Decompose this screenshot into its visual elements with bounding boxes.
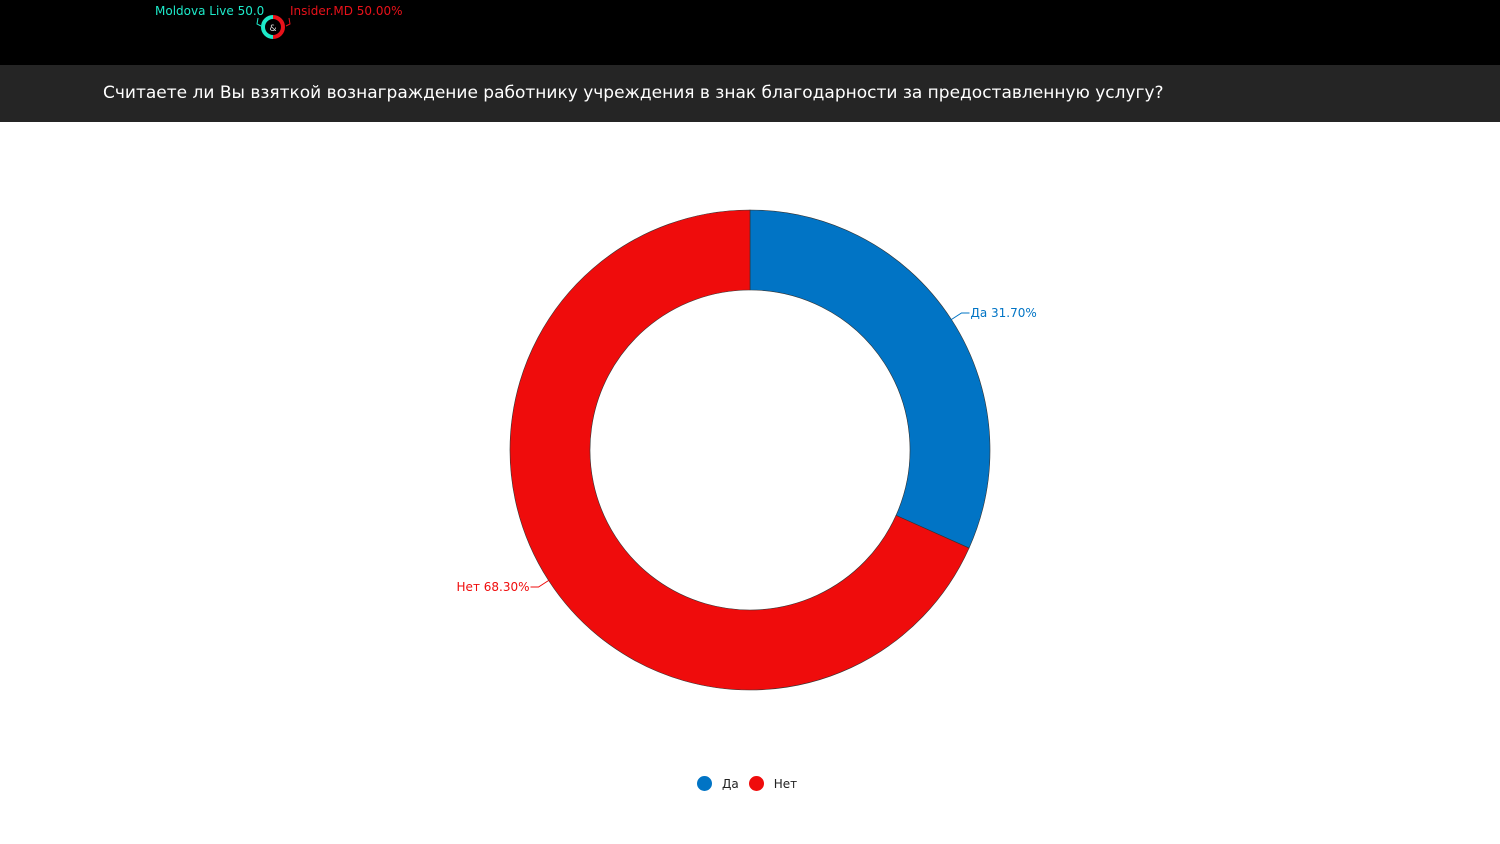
label-connector-net [530, 580, 549, 588]
slice-da[interactable] [749, 209, 991, 549]
label-connector-da [951, 312, 970, 320]
logo-left-label: Moldova Live 50.0 [155, 4, 264, 18]
donut-chart: Да 31.70% Нет 68.30% [457, 209, 1037, 691]
legend-dot-da [697, 776, 712, 791]
question-bar: Считаете ли Вы взяткой вознаграждение ра… [0, 65, 1500, 122]
legend-item-net[interactable]: Нет [748, 776, 798, 791]
logo-right-label: Insider.MD 50.00% [290, 4, 403, 18]
legend-label-net: Нет [773, 776, 798, 791]
logo-ring-right [272, 15, 285, 39]
logo[interactable]: Moldova Live 50.0 Insider.MD 50.00% & [150, 0, 410, 50]
slice-net[interactable] [509, 209, 970, 691]
logo-glyph: & [269, 24, 276, 34]
legend-label-da: Да [722, 776, 739, 791]
data-label-net: Нет 68.30% [457, 580, 530, 594]
logo-connector-left [256, 17, 262, 27]
logo-ring-left [261, 15, 274, 39]
data-label-da: Да 31.70% [970, 306, 1036, 320]
top-bar: Moldova Live 50.0 Insider.MD 50.00% & [0, 0, 1500, 65]
legend-item-da[interactable]: Да [697, 776, 739, 791]
legend: Да Нет [697, 776, 807, 791]
question-title: Считаете ли Вы взяткой вознаграждение ра… [103, 83, 1164, 103]
logo-connector-right [285, 17, 291, 27]
legend-dot-net [748, 776, 764, 791]
